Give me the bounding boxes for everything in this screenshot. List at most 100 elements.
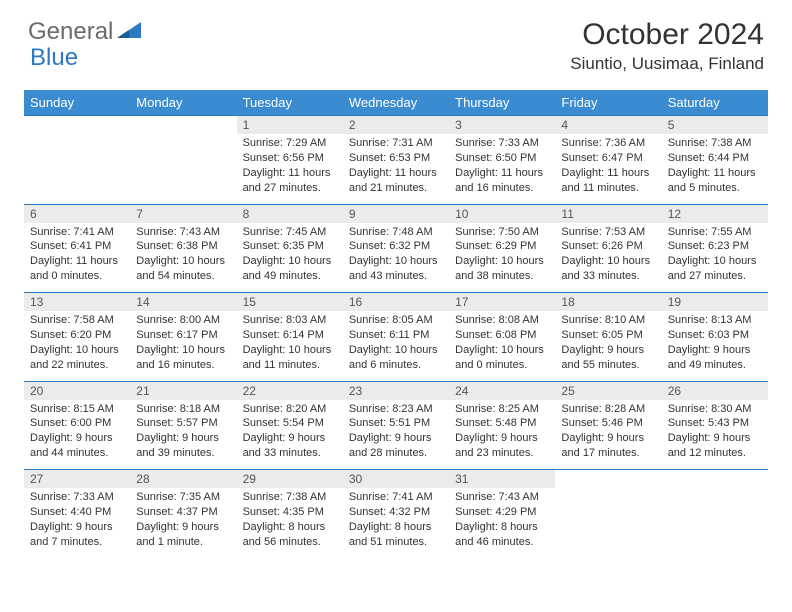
day-content-cell: Sunrise: 8:18 AMSunset: 5:57 PMDaylight:… [130, 400, 236, 470]
day-number-cell: 6 [24, 204, 130, 223]
day-number-cell [24, 116, 130, 135]
sunset-line: Sunset: 5:57 PM [136, 416, 230, 431]
day-header: Thursday [449, 90, 555, 116]
sunset-line: Sunset: 6:23 PM [668, 239, 762, 254]
day-header: Monday [130, 90, 236, 116]
sunset-line: Sunset: 6:05 PM [561, 328, 655, 343]
sunrise-line: Sunrise: 8:05 AM [349, 313, 443, 328]
day-content-cell: Sunrise: 8:30 AMSunset: 5:43 PMDaylight:… [662, 400, 768, 470]
sunrise-line: Sunrise: 8:03 AM [243, 313, 337, 328]
sunset-line: Sunset: 6:41 PM [30, 239, 124, 254]
sunset-line: Sunset: 6:03 PM [668, 328, 762, 343]
day-content-cell: Sunrise: 7:41 AMSunset: 6:41 PMDaylight:… [24, 223, 130, 293]
day-number-cell [662, 470, 768, 489]
sunrise-line: Sunrise: 8:13 AM [668, 313, 762, 328]
day-number-cell: 8 [237, 204, 343, 223]
sunset-line: Sunset: 6:35 PM [243, 239, 337, 254]
daylight-line: Daylight: 9 hours and 1 minute. [136, 520, 230, 550]
daylight-line: Daylight: 9 hours and 33 minutes. [243, 431, 337, 461]
daylight-line: Daylight: 11 hours and 21 minutes. [349, 166, 443, 196]
day-content-cell: Sunrise: 8:15 AMSunset: 6:00 PMDaylight:… [24, 400, 130, 470]
sunset-line: Sunset: 6:29 PM [455, 239, 549, 254]
month-title: October 2024 [570, 18, 764, 52]
sunrise-line: Sunrise: 8:20 AM [243, 402, 337, 417]
sunrise-line: Sunrise: 7:35 AM [136, 490, 230, 505]
daylight-line: Daylight: 10 hours and 11 minutes. [243, 343, 337, 373]
sunrise-line: Sunrise: 8:25 AM [455, 402, 549, 417]
sunrise-line: Sunrise: 8:08 AM [455, 313, 549, 328]
day-header: Friday [555, 90, 661, 116]
sunset-line: Sunset: 5:51 PM [349, 416, 443, 431]
sunrise-line: Sunrise: 7:58 AM [30, 313, 124, 328]
day-content-cell [24, 134, 130, 204]
day-content-row: Sunrise: 8:15 AMSunset: 6:00 PMDaylight:… [24, 400, 768, 470]
sunrise-line: Sunrise: 8:18 AM [136, 402, 230, 417]
day-content-cell: Sunrise: 7:29 AMSunset: 6:56 PMDaylight:… [237, 134, 343, 204]
sunrise-line: Sunrise: 7:33 AM [455, 136, 549, 151]
day-number-cell: 4 [555, 116, 661, 135]
day-content-row: Sunrise: 7:33 AMSunset: 4:40 PMDaylight:… [24, 488, 768, 558]
sunrise-line: Sunrise: 7:38 AM [243, 490, 337, 505]
day-content-cell: Sunrise: 8:13 AMSunset: 6:03 PMDaylight:… [662, 311, 768, 381]
sunset-line: Sunset: 6:53 PM [349, 151, 443, 166]
sunset-line: Sunset: 4:37 PM [136, 505, 230, 520]
day-number-row: 12345 [24, 116, 768, 135]
sunrise-line: Sunrise: 8:15 AM [30, 402, 124, 417]
day-number-cell: 9 [343, 204, 449, 223]
day-number-row: 20212223242526 [24, 381, 768, 400]
day-number-cell: 31 [449, 470, 555, 489]
day-number-cell: 11 [555, 204, 661, 223]
day-content-cell [555, 488, 661, 558]
day-content-cell: Sunrise: 7:41 AMSunset: 4:32 PMDaylight:… [343, 488, 449, 558]
day-number-cell: 19 [662, 293, 768, 312]
logo-triangle-icon [117, 20, 143, 45]
day-number-row: 13141516171819 [24, 293, 768, 312]
daylight-line: Daylight: 11 hours and 27 minutes. [243, 166, 337, 196]
daylight-line: Daylight: 10 hours and 43 minutes. [349, 254, 443, 284]
day-number-cell: 27 [24, 470, 130, 489]
daylight-line: Daylight: 9 hours and 23 minutes. [455, 431, 549, 461]
logo-text-blue-wrap: Blue [30, 44, 78, 72]
sunset-line: Sunset: 5:48 PM [455, 416, 549, 431]
day-number-cell: 14 [130, 293, 236, 312]
day-content-cell: Sunrise: 8:08 AMSunset: 6:08 PMDaylight:… [449, 311, 555, 381]
day-content-cell: Sunrise: 8:28 AMSunset: 5:46 PMDaylight:… [555, 400, 661, 470]
calendar-body: 12345 Sunrise: 7:29 AMSunset: 6:56 PMDay… [24, 116, 768, 559]
daylight-line: Daylight: 10 hours and 38 minutes. [455, 254, 549, 284]
daylight-line: Daylight: 10 hours and 27 minutes. [668, 254, 762, 284]
day-content-cell: Sunrise: 7:53 AMSunset: 6:26 PMDaylight:… [555, 223, 661, 293]
day-number-cell: 24 [449, 381, 555, 400]
day-number-cell: 21 [130, 381, 236, 400]
day-content-cell: Sunrise: 7:36 AMSunset: 6:47 PMDaylight:… [555, 134, 661, 204]
day-content-cell [662, 488, 768, 558]
location: Siuntio, Uusimaa, Finland [570, 54, 764, 74]
sunset-line: Sunset: 6:32 PM [349, 239, 443, 254]
sunrise-line: Sunrise: 7:43 AM [136, 225, 230, 240]
day-number-cell: 13 [24, 293, 130, 312]
day-number-cell: 15 [237, 293, 343, 312]
sunrise-line: Sunrise: 7:53 AM [561, 225, 655, 240]
sunrise-line: Sunrise: 7:38 AM [668, 136, 762, 151]
sunrise-line: Sunrise: 7:41 AM [30, 225, 124, 240]
daylight-line: Daylight: 11 hours and 5 minutes. [668, 166, 762, 196]
sunrise-line: Sunrise: 8:28 AM [561, 402, 655, 417]
day-content-cell: Sunrise: 8:20 AMSunset: 5:54 PMDaylight:… [237, 400, 343, 470]
day-header: Sunday [24, 90, 130, 116]
sunset-line: Sunset: 4:35 PM [243, 505, 337, 520]
day-number-cell: 20 [24, 381, 130, 400]
day-number-cell: 18 [555, 293, 661, 312]
daylight-line: Daylight: 8 hours and 51 minutes. [349, 520, 443, 550]
daylight-line: Daylight: 10 hours and 33 minutes. [561, 254, 655, 284]
day-number-cell: 12 [662, 204, 768, 223]
day-number-cell [555, 470, 661, 489]
day-content-cell: Sunrise: 7:33 AMSunset: 4:40 PMDaylight:… [24, 488, 130, 558]
day-content-row: Sunrise: 7:58 AMSunset: 6:20 PMDaylight:… [24, 311, 768, 381]
day-content-cell: Sunrise: 7:58 AMSunset: 6:20 PMDaylight:… [24, 311, 130, 381]
daylight-line: Daylight: 8 hours and 46 minutes. [455, 520, 549, 550]
day-content-cell: Sunrise: 7:48 AMSunset: 6:32 PMDaylight:… [343, 223, 449, 293]
daylight-line: Daylight: 9 hours and 17 minutes. [561, 431, 655, 461]
daylight-line: Daylight: 11 hours and 16 minutes. [455, 166, 549, 196]
sunrise-line: Sunrise: 8:10 AM [561, 313, 655, 328]
day-number-cell: 5 [662, 116, 768, 135]
day-number-cell: 25 [555, 381, 661, 400]
